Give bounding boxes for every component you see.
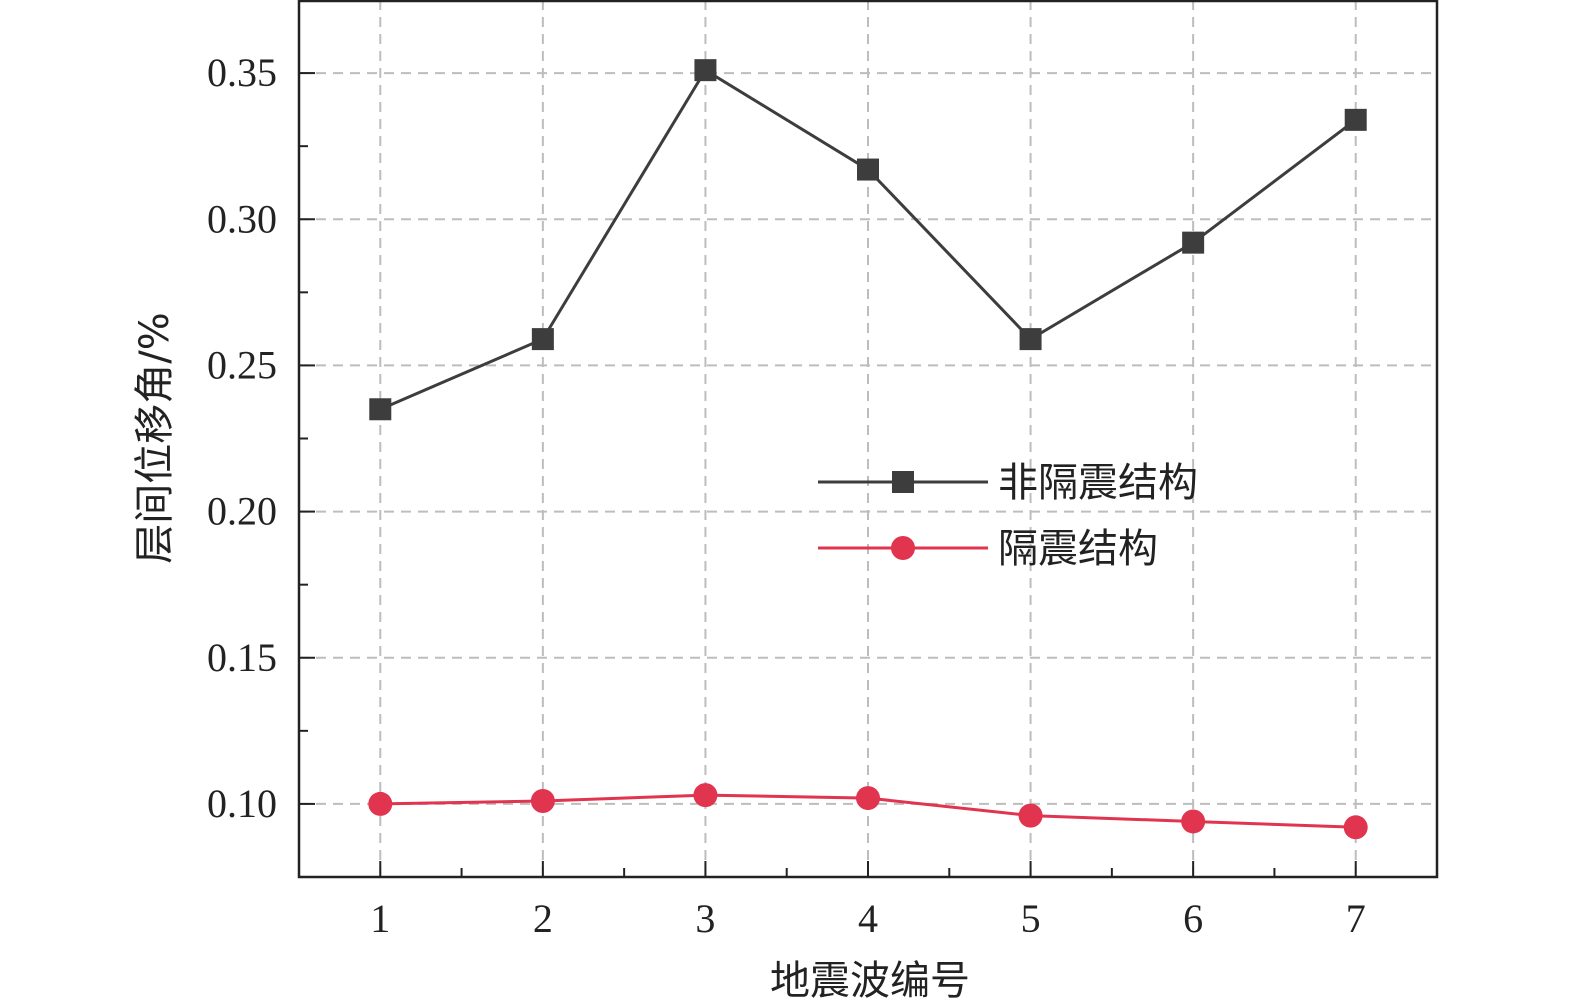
data-point-circle: [530, 788, 555, 813]
y-tick-label: 0.30: [207, 196, 277, 241]
plot-frame: [297, 0, 1439, 879]
x-tick-label: 3: [695, 896, 715, 941]
data-point-square: [694, 59, 717, 82]
legend-marker-square: [892, 471, 914, 493]
data-point-circle: [856, 786, 880, 811]
y-tick-label: 0.25: [207, 342, 277, 387]
data-point-square: [1019, 328, 1042, 351]
x-tick-label: 2: [533, 896, 553, 941]
x-tick-label: 6: [1183, 896, 1203, 941]
data-point-circle: [368, 791, 393, 816]
data-point-circle: [1018, 803, 1043, 828]
x-tick-label: 5: [1021, 896, 1041, 941]
x-tick-label: 1: [370, 896, 390, 941]
y-axis-title: 层间位移角/%: [132, 312, 178, 563]
data-point-circle: [1181, 809, 1206, 834]
grid: [299, 0, 1437, 877]
x-tick-label: 7: [1346, 896, 1366, 941]
x-axis-title: 地震波编号: [770, 958, 970, 1004]
legend-label-1: 非隔震结构: [998, 460, 1198, 506]
data-point-circle: [1343, 815, 1368, 840]
y-tick-label: 0.35: [207, 50, 277, 95]
data-point-circle: [693, 783, 718, 808]
data-point-square: [857, 158, 879, 181]
data-point-square: [1182, 231, 1205, 254]
axes: 0.10 0.15 0.20 0.25 0.30 0.35 1 2 3 4 5 6 7: [207, 0, 1439, 941]
data-point-square: [531, 328, 554, 351]
y-tick-label: 0.15: [207, 635, 277, 680]
legend-marker-circle: [891, 536, 915, 560]
data-point-square: [369, 398, 392, 421]
series: [368, 59, 1368, 840]
y-tick-label: 0.20: [207, 489, 277, 534]
data-point-square: [1344, 108, 1367, 131]
legend-label-2: 隔震结构: [998, 526, 1158, 572]
x-tick-label: 4: [858, 896, 878, 941]
y-tick-label: 0.10: [207, 781, 277, 826]
